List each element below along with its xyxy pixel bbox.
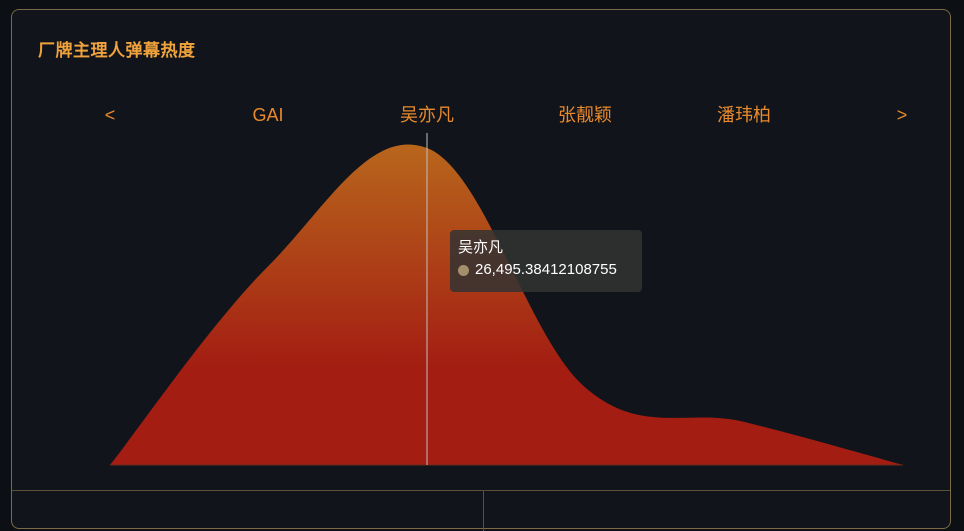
series-area bbox=[110, 144, 903, 465]
tooltip-series-marker bbox=[458, 264, 469, 276]
next-page-button[interactable]: > bbox=[897, 105, 908, 125]
category-label-1: GAI bbox=[252, 105, 283, 125]
panel-title: 厂牌主理人弹幕热度 bbox=[38, 41, 196, 61]
prev-page-button[interactable]: < bbox=[105, 105, 116, 125]
category-labels: GAI 吴亦凡 张靓颖 潘玮柏 bbox=[252, 105, 771, 125]
tooltip-row: 26,495.38412108755 bbox=[458, 259, 634, 281]
category-label-2: 吴亦凡 bbox=[400, 105, 454, 125]
tooltip-title: 吴亦凡 bbox=[458, 239, 504, 256]
tooltip-value: 26,495.38412108755 bbox=[475, 261, 617, 278]
category-label-3: 张靓颖 bbox=[558, 105, 612, 125]
footer-divider-line bbox=[12, 490, 950, 491]
tooltip: 吴亦凡 26,495.38412108755 bbox=[450, 230, 642, 292]
area-chart: GAI 吴亦凡 张靓颖 潘玮柏 < > bbox=[105, 105, 908, 466]
category-label-4: 潘玮柏 bbox=[717, 105, 771, 125]
